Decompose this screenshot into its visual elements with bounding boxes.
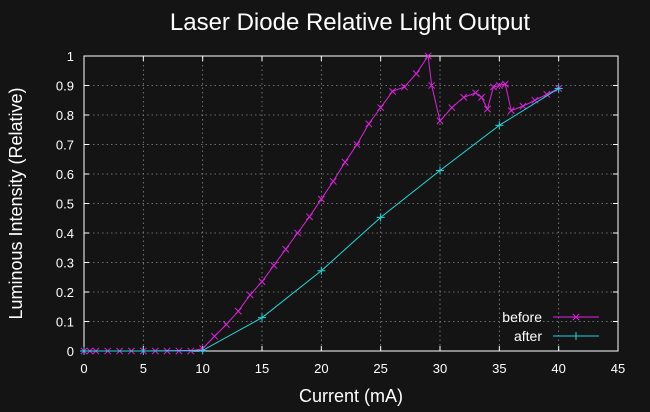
legend: before after (502, 309, 599, 344)
data-point-before (412, 70, 420, 78)
data-point-before (501, 80, 509, 88)
data-point-before (317, 195, 325, 203)
data-point-before (448, 104, 456, 112)
y-tick-label: 1 (67, 49, 74, 64)
y-tick-label: 0.2 (56, 285, 74, 300)
data-point-before (329, 177, 337, 185)
x-tick-label: 45 (611, 361, 625, 376)
data-point-before (353, 140, 361, 149)
data-point-before (472, 89, 480, 97)
data-point-after (376, 213, 385, 222)
data-point-after (495, 121, 504, 130)
x-tick-label: 5 (140, 361, 147, 376)
y-tick-label: 0.3 (56, 256, 74, 271)
data-point-before (460, 93, 468, 101)
legend-label-before: before (502, 309, 542, 325)
x-tick-label: 30 (433, 361, 447, 376)
data-point-after (80, 347, 88, 355)
x-tick-label: 10 (195, 361, 209, 376)
grid-lines (84, 56, 618, 351)
data-point-before (294, 229, 302, 237)
x-tick-label: 0 (80, 361, 87, 376)
data-point-before (436, 117, 444, 125)
data-point-before (495, 81, 503, 90)
data-point-before (258, 278, 266, 286)
data-point-before (246, 291, 254, 299)
data-point-after (258, 313, 266, 322)
data-point-before (388, 87, 397, 95)
y-tick-label: 0.6 (56, 167, 74, 182)
data-point-before (400, 83, 408, 91)
data-point-before (543, 90, 551, 98)
data-point-before (489, 83, 497, 91)
legend-label-after: after (514, 328, 542, 344)
series-after (80, 84, 563, 355)
data-point-before (341, 158, 349, 166)
y-tick-label: 0.7 (56, 138, 74, 153)
data-point-after (436, 166, 444, 175)
axis-ticks: 0 5 10 15 20 25 30 35 40 45 0 0.1 0.2 0.3 0.4 0.5 0.6 0.7… (56, 49, 625, 376)
data-point-after (139, 347, 148, 355)
y-tick-label: 0.1 (56, 315, 74, 330)
data-point-before (531, 96, 539, 104)
data-point-before (305, 213, 314, 221)
legend-marker-after (572, 332, 580, 340)
y-tick-label: 0.4 (56, 226, 74, 241)
data-point-after (554, 84, 563, 93)
y-tick-label: 0.9 (56, 79, 74, 94)
series-before (80, 52, 563, 355)
legend-marker-before (572, 313, 580, 321)
x-tick-label: 20 (314, 361, 328, 376)
data-point-before (282, 245, 290, 253)
y-tick-label: 0 (67, 344, 74, 359)
x-tick-label: 40 (551, 361, 565, 376)
data-point-before (365, 120, 373, 128)
y-axis-label: Luminous Intensity (Relative) (6, 87, 26, 319)
data-point-before (222, 320, 230, 329)
data-point-before (234, 307, 242, 315)
x-axis-label: Current (mA) (299, 386, 403, 406)
x-tick-label: 15 (255, 361, 269, 376)
y-tick-label: 0.5 (56, 197, 74, 212)
data-point-before (424, 52, 432, 60)
data-point-before (428, 81, 436, 90)
series-line-before (84, 54, 559, 352)
x-tick-label: 35 (492, 361, 506, 376)
data-point-after (317, 266, 326, 275)
data-point-before (477, 93, 486, 101)
data-point-after (198, 346, 207, 355)
chart-title: Laser Diode Relative Light Output (170, 9, 531, 36)
series-layer (80, 52, 563, 355)
data-point-before (519, 102, 527, 110)
data-point-before (210, 332, 219, 340)
data-point-before (270, 261, 278, 270)
y-tick-label: 0.8 (56, 108, 74, 123)
data-point-before (377, 104, 385, 112)
data-point-before (483, 105, 492, 113)
x-tick-label: 25 (373, 361, 387, 376)
series-line-after (84, 88, 559, 352)
data-point-before (507, 107, 515, 115)
